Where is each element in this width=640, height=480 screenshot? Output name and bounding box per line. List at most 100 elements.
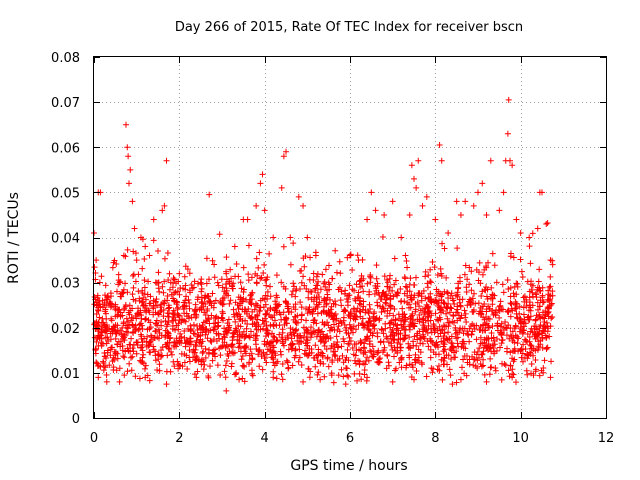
data-point <box>119 289 126 296</box>
data-point <box>457 211 464 218</box>
data-point <box>518 268 525 275</box>
data-point <box>157 304 164 311</box>
data-point <box>320 297 327 304</box>
data-point <box>312 329 319 336</box>
data-point <box>138 299 145 306</box>
data-point <box>203 280 210 287</box>
data-point <box>262 333 269 340</box>
data-point <box>441 341 448 348</box>
data-point <box>161 300 168 307</box>
data-point <box>392 316 399 323</box>
data-point <box>475 189 481 196</box>
data-point <box>141 365 148 372</box>
data-point <box>91 264 98 271</box>
data-point <box>497 329 504 336</box>
data-point <box>421 310 428 317</box>
data-point <box>526 307 532 314</box>
data-point <box>248 350 255 357</box>
data-point <box>541 357 548 364</box>
data-point <box>521 354 528 361</box>
data-point <box>419 340 426 347</box>
data-point <box>171 363 178 370</box>
data-point <box>292 318 299 325</box>
data-point <box>102 292 109 299</box>
data-point <box>143 343 150 350</box>
data-point <box>142 302 149 309</box>
data-point <box>139 354 146 361</box>
data-point <box>226 322 233 329</box>
data-point <box>120 320 127 327</box>
y-tick-label: 0.07 <box>51 96 80 111</box>
data-point <box>317 376 324 383</box>
data-point <box>537 287 544 294</box>
data-point <box>461 271 468 278</box>
data-point <box>401 335 408 342</box>
data-point <box>329 359 336 366</box>
data-point <box>177 330 184 337</box>
data-point <box>404 264 411 271</box>
data-point <box>441 300 448 307</box>
data-point <box>253 341 260 348</box>
data-point <box>227 297 234 304</box>
data-point <box>305 306 312 313</box>
data-point <box>295 332 302 339</box>
data-point <box>389 198 396 205</box>
data-point <box>165 313 172 320</box>
data-point <box>116 330 123 337</box>
data-point <box>313 273 320 280</box>
data-point <box>426 310 433 317</box>
data-point <box>465 332 472 339</box>
data-point <box>256 346 263 353</box>
data-point <box>171 289 178 296</box>
data-point <box>509 328 516 335</box>
data-point <box>544 304 551 311</box>
data-point <box>357 340 364 347</box>
data-point <box>314 371 321 378</box>
data-point <box>500 289 507 296</box>
data-point <box>146 300 153 307</box>
data-point <box>425 322 432 329</box>
data-point <box>142 316 149 323</box>
data-point <box>427 354 434 361</box>
data-point <box>245 305 252 312</box>
data-point <box>410 342 417 349</box>
data-point <box>359 315 366 322</box>
data-point <box>407 275 414 282</box>
data-point <box>384 312 391 319</box>
data-point <box>549 261 556 268</box>
data-point <box>93 319 100 326</box>
data-point <box>146 252 153 259</box>
data-point <box>207 363 214 370</box>
data-point <box>361 371 368 378</box>
data-point <box>346 292 353 299</box>
data-point <box>116 378 123 385</box>
data-point <box>129 291 136 298</box>
data-point <box>403 257 410 264</box>
data-point <box>300 202 307 209</box>
data-point <box>325 363 332 370</box>
data-point <box>206 191 213 198</box>
data-point <box>94 322 101 329</box>
data-point <box>476 259 483 266</box>
data-point <box>379 304 386 311</box>
data-point <box>388 317 395 324</box>
data-point <box>307 288 314 295</box>
data-point <box>471 326 478 333</box>
data-point <box>447 372 454 379</box>
data-point <box>503 348 510 355</box>
data-point <box>536 372 543 379</box>
data-point <box>164 340 171 347</box>
data-point <box>509 162 516 169</box>
data-point <box>161 255 168 262</box>
data-point <box>103 372 110 379</box>
data-point <box>520 341 527 348</box>
data-point <box>366 347 373 354</box>
data-point <box>544 309 551 316</box>
data-point <box>392 277 399 284</box>
data-point <box>166 335 173 342</box>
data-point <box>416 290 423 297</box>
data-point <box>330 321 337 328</box>
data-point <box>492 367 499 374</box>
data-point <box>246 361 253 368</box>
data-point <box>528 361 535 368</box>
